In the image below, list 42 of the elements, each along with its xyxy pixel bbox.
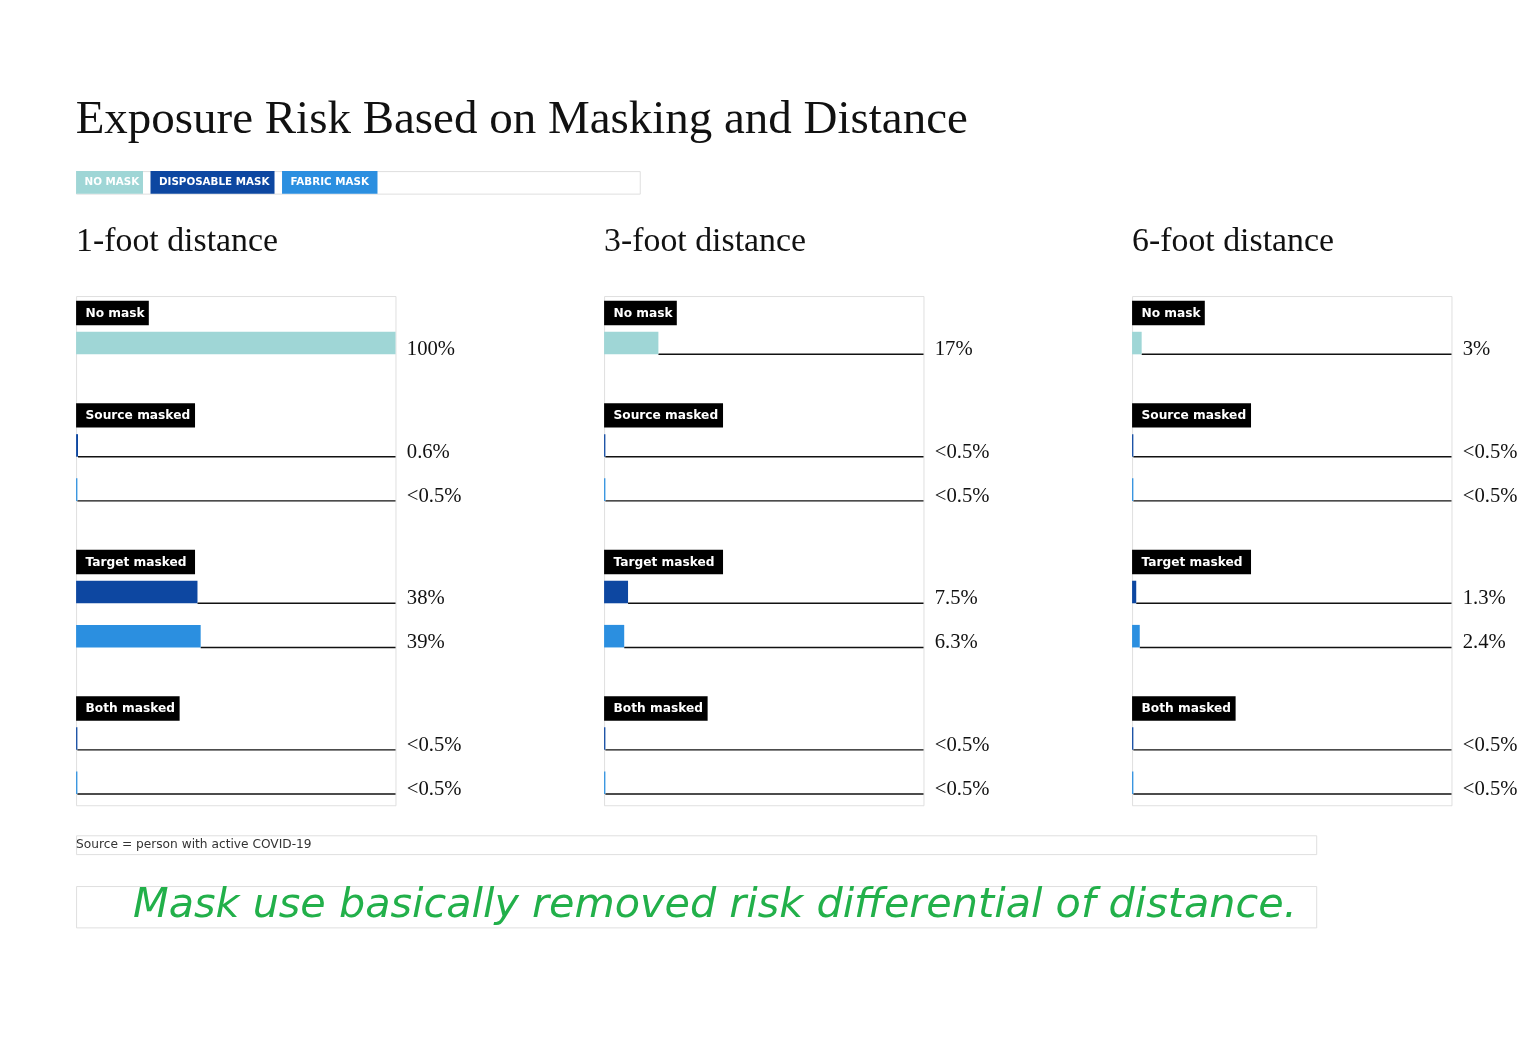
data-label: <0.5% [934, 732, 990, 755]
data-label: <0.5% [934, 776, 990, 799]
text: DISPOSABLE MASK [158, 175, 271, 188]
data-label: <0.5% [1462, 439, 1518, 462]
data-label: 39% [406, 630, 445, 653]
y-tick-label: Target masked [613, 554, 715, 569]
data-label: 3% [1462, 337, 1491, 360]
data-label: <0.5% [934, 439, 990, 462]
y-tick-label: Both masked [1141, 701, 1231, 716]
y-tick-label: Both masked [85, 701, 175, 716]
y-tick-label: Source masked [85, 408, 191, 423]
text: Exposure Risk Based on Masking and Distance [75, 91, 968, 144]
y-tick-label: Target masked [85, 554, 187, 569]
y-tick-label: No mask [85, 305, 146, 320]
data-label: 100% [406, 337, 455, 360]
data-label: 6.3% [934, 630, 978, 653]
data-label: 2.4% [1462, 630, 1506, 653]
y-tick-label: Source masked [1141, 408, 1247, 423]
data-label: <0.5% [934, 483, 990, 506]
data-label: <0.5% [1462, 732, 1518, 755]
text: FABRIC MASK [290, 175, 370, 188]
data-label: <0.5% [406, 776, 462, 799]
chart-subtitle: 3-foot distance [604, 220, 806, 258]
chart-subtitle: 1-foot distance [76, 220, 278, 258]
y-tick-label: Target masked [1141, 554, 1243, 569]
data-label: 1.3% [1462, 586, 1506, 609]
data-label: <0.5% [1462, 483, 1518, 506]
data-label: 38% [406, 586, 445, 609]
data-label: 7.5% [934, 586, 978, 609]
data-label: 0.6% [406, 439, 450, 462]
data-label: <0.5% [406, 732, 462, 755]
data-label: 17% [934, 337, 973, 360]
y-tick-label: No mask [1141, 305, 1202, 320]
chart-subtitle: 6-foot distance [1132, 220, 1334, 258]
data-label: <0.5% [1462, 776, 1518, 799]
text: NO MASK [84, 175, 141, 188]
text: Mask use basically removed risk differential of distance. [133, 879, 1297, 928]
y-tick-label: No mask [613, 305, 674, 320]
data-label: <0.5% [406, 483, 462, 506]
y-tick-label: Both masked [613, 701, 703, 716]
y-tick-label: Source masked [613, 408, 719, 423]
source-note: Source = person with active COVID-19 [76, 837, 312, 852]
